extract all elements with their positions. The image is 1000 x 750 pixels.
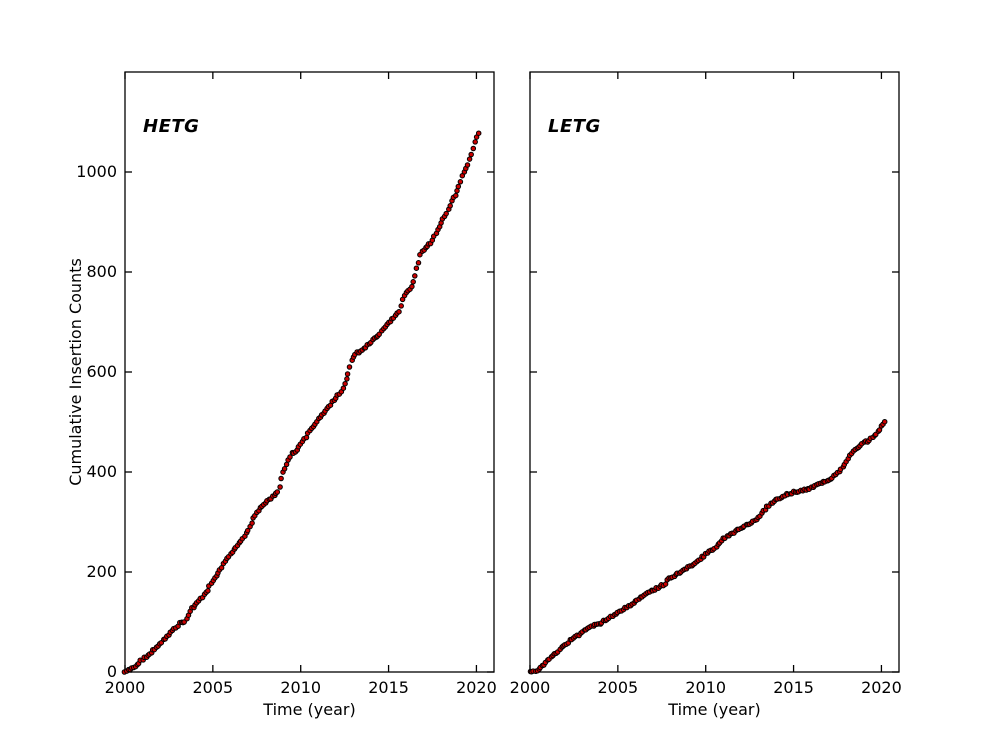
data-point (453, 192, 459, 199)
x-tick-label: 2020 (861, 678, 902, 697)
tick-marks (529, 72, 899, 673)
tick-marks (124, 72, 494, 673)
data-point (410, 279, 416, 285)
data-point (413, 265, 420, 271)
data-point (342, 380, 348, 387)
letg-panel: LETG (527, 71, 900, 675)
y-tick-label: 600 (86, 362, 117, 381)
x-tick-label: 2000 (509, 678, 551, 697)
data-point (281, 466, 288, 472)
plot-area (121, 71, 495, 675)
data-point (409, 283, 415, 290)
y-tick-label: 400 (86, 462, 117, 481)
data-point (412, 273, 418, 279)
data-point (415, 260, 422, 266)
data-point (398, 303, 404, 309)
x-tick-label: 2015 (368, 678, 409, 697)
x-tick-label: 2005 (192, 678, 234, 697)
data-points (527, 418, 888, 675)
panel-title-letg: LETG (548, 116, 601, 137)
data-point (249, 520, 255, 526)
axes-border (529, 71, 900, 673)
x-tick-label: 2000 (104, 678, 146, 697)
x-tick-label: 2010 (280, 678, 322, 697)
data-point (470, 145, 477, 152)
x-tick-label: 2020 (456, 678, 497, 697)
data-points (121, 130, 482, 675)
axes-border (124, 71, 495, 673)
data-point (376, 331, 382, 338)
data-point (283, 461, 290, 468)
x-tick-label: 2010 (685, 678, 727, 697)
data-point (396, 308, 402, 315)
data-point (344, 371, 351, 377)
data-point (464, 162, 471, 168)
data-point (244, 527, 251, 534)
data-point (468, 151, 474, 158)
y-tick-label: 800 (86, 262, 117, 281)
data-point (457, 179, 464, 185)
data-point (881, 418, 888, 425)
data-point (472, 139, 478, 145)
panel-title-hetg: HETG (143, 116, 200, 137)
data-point (278, 475, 284, 482)
y-tick-label: 200 (86, 562, 117, 581)
data-point (466, 156, 473, 162)
x-tick-label: 2005 (597, 678, 639, 697)
plot-area (527, 71, 900, 675)
data-point (455, 183, 462, 190)
data-point (277, 484, 283, 490)
x-tick-label: 2015 (773, 678, 814, 697)
data-point (274, 489, 281, 495)
x-axis-label: Time (year) (263, 700, 356, 719)
data-point (303, 434, 310, 441)
hetg-panel: HETG (121, 71, 495, 675)
data-point (287, 454, 293, 460)
data-point (447, 203, 453, 209)
data-point (205, 588, 211, 594)
data-point (340, 385, 347, 391)
x-axis-label: Time (year) (668, 700, 761, 719)
y-tick-label: 0 (106, 662, 117, 681)
data-point (346, 364, 353, 370)
data-point (443, 210, 449, 217)
data-point (475, 130, 482, 136)
y-tick-label: 1000 (76, 162, 117, 181)
data-point (344, 376, 350, 382)
